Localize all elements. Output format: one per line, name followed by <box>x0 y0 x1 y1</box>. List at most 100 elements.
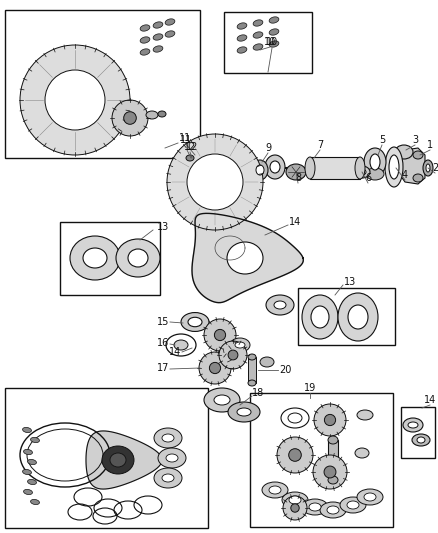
Circle shape <box>45 70 105 130</box>
Ellipse shape <box>339 497 365 513</box>
Ellipse shape <box>116 239 159 277</box>
Circle shape <box>204 319 236 351</box>
Circle shape <box>228 350 237 360</box>
Ellipse shape <box>412 174 422 182</box>
Circle shape <box>209 362 220 374</box>
Ellipse shape <box>227 402 259 422</box>
Ellipse shape <box>140 49 149 55</box>
Bar <box>249 393 392 527</box>
Ellipse shape <box>24 449 32 455</box>
Ellipse shape <box>363 148 385 176</box>
Bar <box>5 10 200 158</box>
Ellipse shape <box>365 168 383 180</box>
Ellipse shape <box>166 334 195 356</box>
Ellipse shape <box>369 154 379 170</box>
Circle shape <box>276 437 312 473</box>
Ellipse shape <box>363 493 375 501</box>
Circle shape <box>323 466 335 478</box>
Ellipse shape <box>247 354 255 360</box>
Ellipse shape <box>158 448 186 468</box>
Ellipse shape <box>287 413 301 423</box>
Polygon shape <box>191 213 303 303</box>
Ellipse shape <box>268 17 278 23</box>
Circle shape <box>219 341 247 369</box>
Bar <box>60 222 159 295</box>
Ellipse shape <box>165 31 174 37</box>
Ellipse shape <box>347 305 367 329</box>
Ellipse shape <box>234 342 244 348</box>
Ellipse shape <box>261 482 287 498</box>
Circle shape <box>124 112 136 124</box>
Ellipse shape <box>166 454 177 462</box>
Circle shape <box>198 352 230 384</box>
Ellipse shape <box>251 160 267 180</box>
Ellipse shape <box>237 23 246 29</box>
Text: 4: 4 <box>401 170 407 180</box>
Ellipse shape <box>301 499 327 515</box>
Ellipse shape <box>356 489 382 505</box>
Bar <box>223 12 311 73</box>
Ellipse shape <box>304 157 314 179</box>
Circle shape <box>288 449 300 461</box>
Ellipse shape <box>354 157 364 179</box>
Ellipse shape <box>28 479 36 484</box>
Circle shape <box>112 100 148 136</box>
Ellipse shape <box>22 427 32 433</box>
Ellipse shape <box>268 486 280 494</box>
Ellipse shape <box>337 293 377 341</box>
Ellipse shape <box>327 436 337 444</box>
Ellipse shape <box>354 448 368 458</box>
Ellipse shape <box>253 32 262 38</box>
Circle shape <box>324 414 335 425</box>
Ellipse shape <box>102 446 134 474</box>
Ellipse shape <box>162 434 173 442</box>
Circle shape <box>166 134 262 230</box>
Ellipse shape <box>247 380 255 386</box>
Ellipse shape <box>186 155 194 161</box>
Text: 11: 11 <box>180 135 192 145</box>
Ellipse shape <box>31 499 39 505</box>
Bar <box>327 440 337 480</box>
Text: 12: 12 <box>184 142 196 152</box>
Text: 14: 14 <box>423 395 435 405</box>
Ellipse shape <box>425 164 429 172</box>
Text: 13: 13 <box>343 277 355 287</box>
Ellipse shape <box>140 25 149 31</box>
Ellipse shape <box>128 249 148 267</box>
Circle shape <box>187 154 243 210</box>
Ellipse shape <box>110 453 126 467</box>
Circle shape <box>214 329 225 341</box>
Ellipse shape <box>265 295 293 315</box>
Circle shape <box>290 504 299 512</box>
Ellipse shape <box>268 29 278 35</box>
Circle shape <box>313 404 345 436</box>
Ellipse shape <box>301 295 337 339</box>
Text: 14: 14 <box>169 347 181 357</box>
Circle shape <box>312 455 346 489</box>
Text: 19: 19 <box>303 383 315 393</box>
Text: 10: 10 <box>265 37 278 47</box>
Text: 10: 10 <box>263 37 276 47</box>
Ellipse shape <box>153 22 162 28</box>
Text: 16: 16 <box>156 338 169 348</box>
Text: 2: 2 <box>431 163 437 173</box>
Ellipse shape <box>230 338 249 352</box>
Ellipse shape <box>273 301 285 309</box>
Ellipse shape <box>153 34 162 40</box>
Ellipse shape <box>255 165 263 175</box>
Bar <box>247 357 255 383</box>
Text: 17: 17 <box>156 363 169 373</box>
Circle shape <box>20 45 130 155</box>
Ellipse shape <box>357 169 365 175</box>
Ellipse shape <box>412 151 422 159</box>
Text: 1: 1 <box>426 140 432 150</box>
Ellipse shape <box>407 422 417 428</box>
Ellipse shape <box>70 236 120 280</box>
Polygon shape <box>399 148 424 184</box>
Ellipse shape <box>158 111 166 117</box>
Text: 14: 14 <box>288 217 300 227</box>
Text: 12: 12 <box>185 142 198 152</box>
Ellipse shape <box>153 46 162 52</box>
Bar <box>309 157 359 179</box>
Ellipse shape <box>237 35 246 41</box>
